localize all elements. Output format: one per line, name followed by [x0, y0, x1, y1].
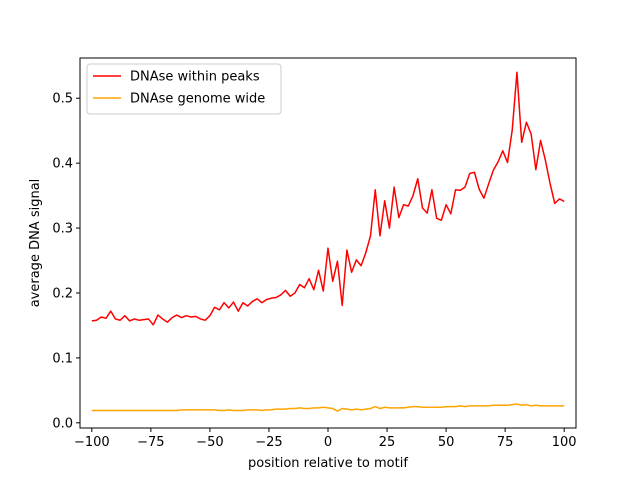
y-axis-label: average DNA signal [28, 179, 43, 308]
legend-label-within-peaks: DNAse within peaks [130, 70, 260, 85]
y-tick-label: 0.5 [52, 92, 73, 107]
x-axis: −100 −75 −50 −25 0 25 50 75 100 [74, 428, 577, 450]
y-axis: 0.0 0.1 0.2 0.3 0.4 0.5 [52, 92, 80, 431]
plot-area [91, 71, 565, 412]
x-tick-label: 50 [438, 435, 455, 450]
legend: DNAse within peaks DNAse genome wide [86, 63, 282, 115]
series-line-dnase-within-peaks [91, 71, 565, 326]
legend-box [86, 63, 282, 115]
y-tick-label: 0.2 [52, 286, 73, 301]
y-tick-label: 0.0 [52, 416, 73, 431]
x-axis-label: position relative to motif [248, 456, 408, 471]
x-tick-label: 75 [497, 435, 514, 450]
y-tick-label: 0.4 [52, 157, 73, 172]
x-tick-label: 0 [324, 435, 332, 450]
series-line-dnase-genome-wide [91, 403, 565, 412]
x-tick-label: −100 [74, 435, 110, 450]
x-tick-label: 25 [379, 435, 396, 450]
x-tick-label: −25 [255, 435, 282, 450]
x-tick-label: −75 [137, 435, 164, 450]
y-tick-label: 0.3 [52, 222, 73, 237]
x-tick-label: 100 [552, 435, 577, 450]
axes-frame [79, 57, 577, 429]
legend-label-genome-wide: DNAse genome wide [130, 92, 265, 107]
x-tick-label: −50 [196, 435, 223, 450]
y-tick-label: 0.1 [52, 351, 73, 366]
